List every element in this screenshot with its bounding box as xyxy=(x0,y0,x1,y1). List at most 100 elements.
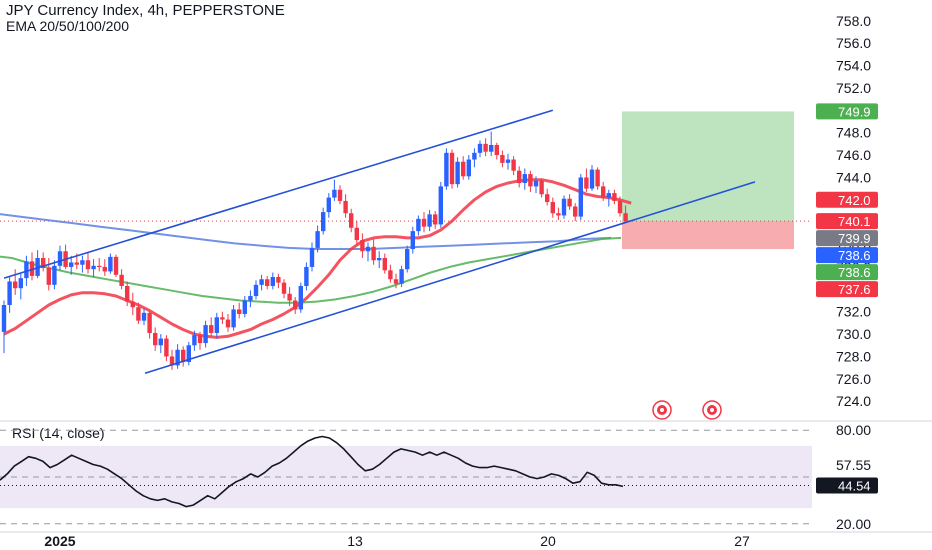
candle xyxy=(354,221,359,245)
price-label-text: 738.6 xyxy=(838,265,871,280)
candle xyxy=(545,188,550,206)
candle-body xyxy=(371,246,376,261)
candle-body xyxy=(197,335,203,344)
candle-body xyxy=(332,189,337,198)
candle-body xyxy=(181,349,186,363)
price-label-text: 738.6 xyxy=(838,248,871,263)
candle xyxy=(556,207,561,220)
candle xyxy=(489,131,494,157)
candle xyxy=(365,242,371,262)
candle xyxy=(164,335,169,361)
candle xyxy=(304,262,309,291)
candle xyxy=(57,245,63,271)
candle xyxy=(197,331,203,350)
candle-body xyxy=(46,268,51,285)
candle-body xyxy=(405,249,410,270)
candle-body xyxy=(253,284,259,297)
background-layer xyxy=(0,111,932,533)
candle-body xyxy=(461,161,466,177)
candle xyxy=(612,189,617,205)
candle-body xyxy=(365,246,371,252)
candle xyxy=(349,208,354,233)
candle-body xyxy=(550,202,555,214)
time-tick-label: 27 xyxy=(734,533,750,549)
candle-body xyxy=(29,261,35,276)
price-tick-label: 758.0 xyxy=(836,13,871,29)
price-tick-label: 748.0 xyxy=(836,125,871,141)
candle xyxy=(225,313,231,332)
candle-body xyxy=(265,279,270,286)
candle xyxy=(522,168,527,190)
candle-body xyxy=(589,169,595,189)
candle xyxy=(259,274,264,291)
candle xyxy=(483,138,488,157)
price-label-box xyxy=(816,247,878,264)
candle xyxy=(242,296,247,318)
candle-body xyxy=(539,180,544,195)
candle-body xyxy=(623,213,628,222)
candle xyxy=(461,156,466,180)
candle xyxy=(617,196,623,217)
candle-body xyxy=(382,257,387,271)
candle xyxy=(578,174,583,220)
candle xyxy=(382,253,387,274)
candle-body xyxy=(270,277,275,286)
candle-body xyxy=(125,285,130,302)
economic-event-icon xyxy=(652,400,672,420)
price-label-text: 739.9 xyxy=(838,231,871,246)
candle-body xyxy=(7,281,12,305)
rsi-tick-label: 80.00 xyxy=(836,422,871,438)
candle xyxy=(589,165,595,191)
candle xyxy=(175,344,180,369)
candle-body xyxy=(483,143,488,152)
candle-body xyxy=(80,260,85,265)
candle-body xyxy=(377,257,382,261)
candle-body xyxy=(315,231,320,248)
candle-body xyxy=(298,285,303,310)
candle xyxy=(573,203,578,222)
candle xyxy=(410,226,415,254)
candle-body xyxy=(472,152,477,160)
candle xyxy=(517,166,522,188)
price-label-box xyxy=(816,281,878,298)
candle xyxy=(472,148,477,168)
candle xyxy=(388,264,393,283)
candle-body xyxy=(130,301,135,308)
candle-body xyxy=(466,159,471,177)
rsi-tick-label: 57.55 xyxy=(836,457,871,473)
candle-body xyxy=(606,193,611,198)
chart-marks xyxy=(0,109,812,508)
candle xyxy=(253,280,259,300)
candle xyxy=(539,178,544,198)
candle xyxy=(416,215,421,236)
candle-body xyxy=(158,338,163,346)
candle xyxy=(405,245,410,273)
event-ring xyxy=(652,400,672,420)
candle xyxy=(606,189,611,207)
price-label: 738.6 xyxy=(816,264,878,281)
candle-body xyxy=(209,325,214,333)
price-tick-label: 726.0 xyxy=(836,371,871,387)
candle xyxy=(52,260,57,290)
candle xyxy=(136,302,141,325)
candle xyxy=(209,317,214,337)
candle xyxy=(511,156,516,176)
time-tick-label: 13 xyxy=(347,533,363,549)
candle-body xyxy=(237,309,242,314)
candle-body xyxy=(500,155,505,163)
candle-body xyxy=(528,174,533,187)
candle-body xyxy=(556,213,561,216)
candle xyxy=(494,142,499,160)
rsi-last-label: 44.54 xyxy=(838,479,871,494)
candle xyxy=(298,282,303,313)
candle-body xyxy=(326,197,331,213)
candle-body xyxy=(108,256,113,272)
candle-body xyxy=(410,231,415,250)
candle xyxy=(533,176,539,194)
candle-body xyxy=(119,274,124,286)
candle-body xyxy=(293,300,298,310)
ema100-line xyxy=(0,213,612,250)
candle-body xyxy=(393,279,399,284)
candle-body xyxy=(477,143,483,153)
